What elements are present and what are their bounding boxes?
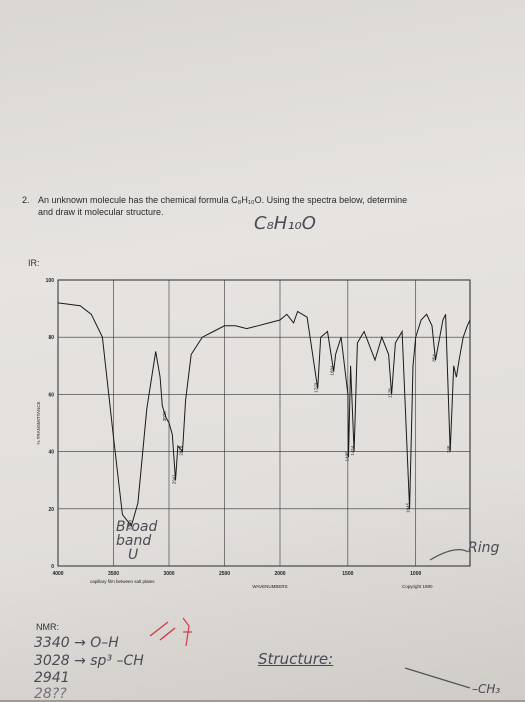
handwritten-ch3: –CH₃ — [472, 682, 501, 696]
handwritten-structure-label: Structure: — [258, 650, 334, 668]
peak-label: 1045 — [406, 502, 411, 513]
peak-label: 1604 — [330, 365, 335, 376]
broad-word: Broad — [116, 519, 158, 535]
peak-label: 746 — [446, 445, 451, 453]
u-mark: U — [128, 547, 139, 563]
nmr-note-1: 3340 → O–H — [34, 635, 119, 651]
x-tick-label: 3500 — [108, 571, 119, 577]
ir-label: IR: — [28, 258, 40, 268]
nmr-label: NMR: — [36, 622, 59, 632]
red-annotation-mark — [182, 617, 192, 647]
x-tick-label: 2000 — [274, 571, 285, 577]
red-strike-mark — [149, 621, 176, 641]
question-text: 2. An unknown molecule has the chemical f… — [22, 194, 492, 218]
nmr-note-3: 2941 — [34, 670, 70, 686]
peak-label: 2941 — [172, 474, 177, 485]
y-tick-label: 60 — [48, 392, 54, 398]
structure-bond-line — [404, 667, 471, 689]
peak-label: 2878 — [179, 445, 184, 456]
peak-label: 1495 — [345, 451, 350, 462]
ir-spectrum-line — [57, 302, 471, 528]
peak-label: 1722 — [314, 382, 319, 393]
question-line-2: and draw it molecular structure. — [38, 207, 164, 217]
copyright-note: Copyright 1990 — [402, 584, 433, 589]
y-tick-label: 80 — [48, 335, 54, 341]
x-axis-label: WAVENUMBERS — [252, 584, 287, 589]
nmr-note-2: 3028 → sp³ –CH — [34, 653, 144, 669]
x-tick-label: 2500 — [219, 571, 230, 577]
peak-label: 1178 — [388, 388, 393, 398]
y-tick-label: 100 — [46, 278, 55, 284]
peak-label: 3340 — [127, 519, 132, 530]
y-axis-label: % TRANSMITTANCE — [36, 401, 41, 444]
handwritten-formula: C₈H₁₀O — [254, 213, 316, 234]
handwritten-ring: Ring — [468, 540, 500, 556]
x-tick-label: 3000 — [163, 571, 174, 577]
x-tick-label: 1500 — [342, 571, 353, 577]
y-tick-label: 0 — [51, 564, 54, 570]
nmr-note-4: 28?? — [34, 686, 67, 702]
x-tick-label: 4000 — [52, 571, 63, 577]
ring-arrow-mark — [429, 549, 469, 561]
question-line-1: An unknown molecule has the chemical for… — [38, 195, 408, 205]
x-tick-label: 1000 — [410, 571, 421, 577]
peak-label: 3028 — [162, 411, 167, 422]
peak-label: 1454 — [350, 445, 355, 456]
sample-note: capillary film between salt plates — [90, 579, 155, 584]
peak-label: 854 — [432, 354, 437, 362]
y-tick-label: 20 — [48, 507, 54, 513]
y-tick-label: 40 — [48, 450, 54, 456]
handwritten-broad-band: Broad band U — [116, 520, 157, 562]
band-word: band — [116, 533, 152, 549]
question-number: 2. — [22, 195, 30, 205]
